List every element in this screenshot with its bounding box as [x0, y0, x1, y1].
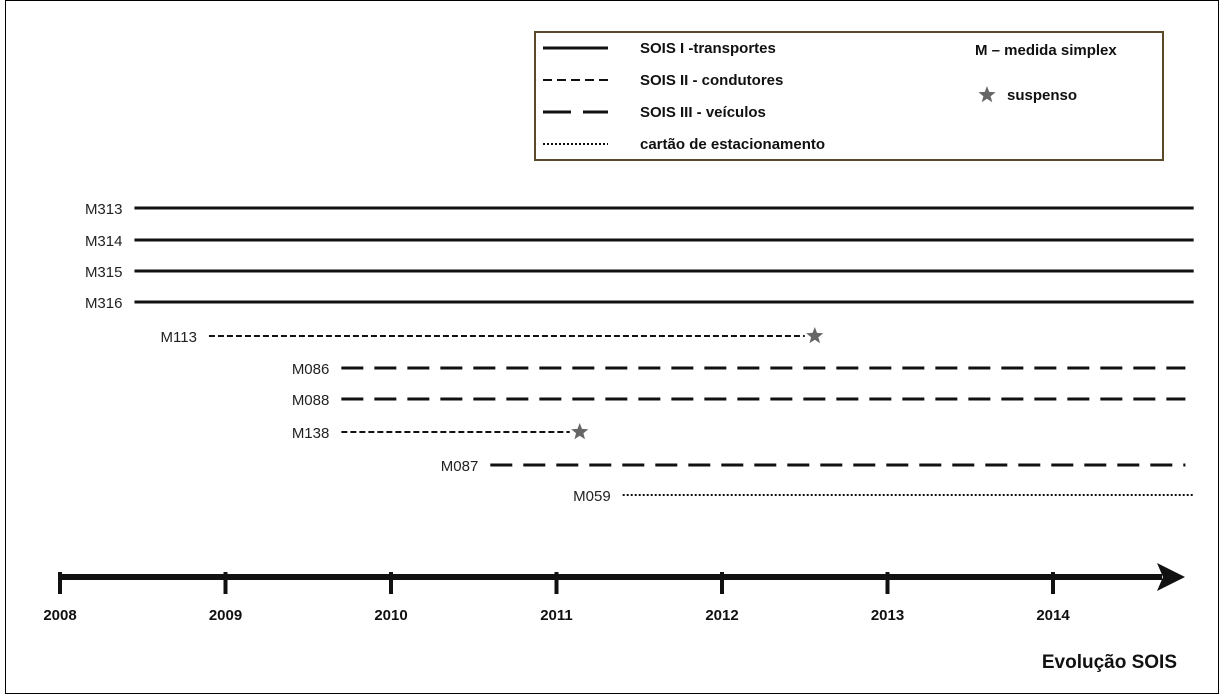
axis-arrowhead — [1157, 563, 1185, 591]
legend-label: cartão de estacionamento — [640, 136, 825, 153]
measure-label: M086 — [292, 361, 330, 378]
year-label: 2012 — [705, 607, 738, 624]
star-icon — [978, 86, 996, 103]
outer-border — [5, 0, 1219, 694]
year-label: 2014 — [1036, 607, 1070, 624]
legend-label: SOIS III - veículos — [640, 104, 766, 121]
measure-label: M138 — [292, 425, 330, 442]
measure-label: M315 — [85, 264, 123, 281]
star-icon — [806, 327, 824, 344]
legend: SOIS I -transportes SOIS II - condutores S… — [534, 31, 1164, 161]
star-icon — [571, 423, 589, 440]
legend-box — [534, 31, 1164, 161]
time-axis: 2008 2009 2010 2011 2012 2013 2014 — [43, 563, 1185, 624]
measures: M313 M314 M315 M316 M113 M086 M088 M138 M087 M059 — [85, 201, 1194, 505]
legend-label: SOIS I -transportes — [640, 40, 776, 57]
measure-label: M087 — [441, 458, 479, 475]
year-label: 2013 — [871, 607, 904, 624]
measure-label: M316 — [85, 295, 123, 312]
measure-label: M313 — [85, 201, 123, 218]
measure-label: M088 — [292, 392, 330, 409]
measure-label: M059 — [573, 488, 611, 505]
legend-suspended-note: suspenso — [1007, 87, 1077, 104]
timeline-title: Evolução SOIS — [1042, 652, 1177, 673]
legend-simplex-note: M – medida simplex — [975, 42, 1117, 59]
measure-label: M314 — [85, 233, 123, 250]
year-label: 2010 — [374, 607, 407, 624]
year-label: 2009 — [209, 607, 242, 624]
year-label: 2011 — [540, 607, 573, 624]
year-label: 2008 — [43, 607, 76, 624]
legend-label: SOIS II - condutores — [640, 72, 783, 89]
measure-label: M113 — [161, 329, 197, 346]
